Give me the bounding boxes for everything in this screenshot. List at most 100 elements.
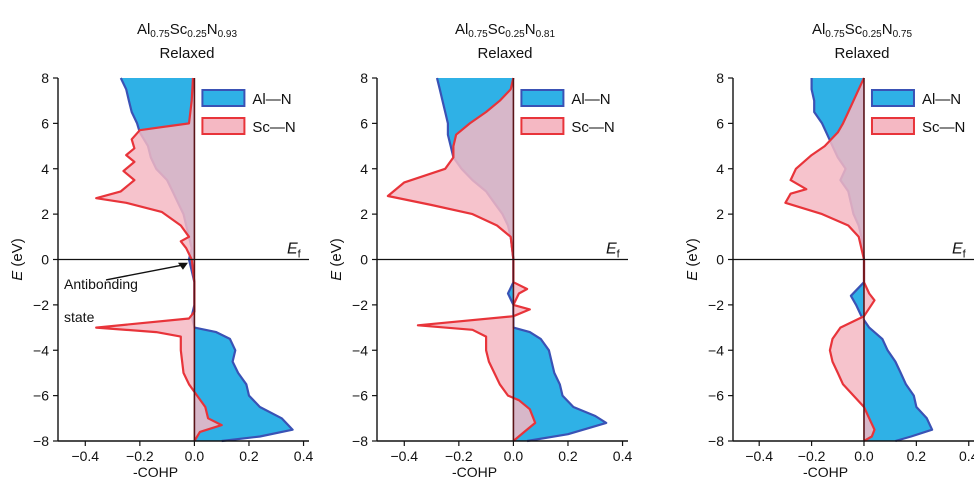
title-subscript: 0.93	[217, 29, 238, 40]
y-tick-label: 4	[716, 161, 724, 177]
y-axis-symbol: E	[328, 270, 345, 281]
y-axis-label: E (eV)	[9, 238, 26, 281]
title-subscript: 0.25	[505, 29, 525, 40]
title-subscript: 0.25	[862, 29, 882, 40]
title-subscript: 0.75	[150, 29, 170, 40]
legend-label: Al—N	[252, 91, 291, 108]
y-tick-label: 4	[41, 161, 49, 177]
y-tick-label: −8	[708, 433, 724, 449]
x-tick-label: 0.4	[613, 448, 633, 464]
legend-label: Sc—N	[922, 119, 965, 136]
y-axis-label: E (eV)	[684, 238, 701, 281]
annotation-arrow-line	[105, 264, 185, 281]
legend-label: Al—N	[571, 91, 610, 108]
title-element: Al	[811, 21, 826, 38]
y-tick-label: −8	[352, 433, 368, 449]
panel-title-1: Al0.75Sc0.25N0.93 Relaxed	[67, 20, 307, 63]
y-tick-label: −4	[708, 342, 724, 358]
legend-label: Sc—N	[571, 119, 614, 136]
fermi-subscript: f	[963, 249, 967, 261]
fermi-symbol: E	[287, 241, 298, 258]
y-tick-label: −4	[352, 342, 368, 358]
title-line2: Relaxed	[159, 45, 215, 62]
x-tick-label: −0.2	[798, 448, 826, 464]
title-element: N	[881, 21, 893, 38]
title-subscript: 0.75	[825, 29, 845, 40]
y-tick-label: 0	[360, 252, 368, 268]
y-axis-unit: (eV)	[684, 238, 701, 271]
y-tick-label: −2	[352, 297, 368, 313]
title-subscript: 0.75	[468, 29, 488, 40]
x-tick-label: 0.0	[504, 448, 524, 464]
y-tick-label: −2	[708, 297, 724, 313]
y-axis-unit: (eV)	[328, 238, 345, 271]
fermi-label: Ef	[606, 241, 621, 261]
title-element: N	[206, 21, 218, 38]
title-element: Sc	[487, 21, 506, 38]
fermi-subscript: f	[298, 249, 302, 261]
y-tick-label: 4	[360, 161, 368, 177]
y-tick-label: 8	[41, 70, 49, 86]
x-tick-label: 0.2	[558, 448, 578, 464]
y-tick-label: 6	[716, 115, 724, 131]
x-tick-label: 0.4	[294, 448, 314, 464]
sc-n-area	[387, 78, 536, 441]
legend-swatch	[201, 117, 246, 135]
fermi-symbol: E	[606, 241, 617, 258]
y-tick-label: 2	[41, 206, 49, 222]
y-axis-symbol: E	[9, 270, 26, 281]
legend-swatch	[870, 89, 915, 107]
y-tick-label: 6	[360, 115, 368, 131]
x-tick-label: −0.4	[745, 448, 773, 464]
x-tick-label: 0.0	[854, 448, 874, 464]
y-axis-unit: (eV)	[9, 238, 26, 271]
x-tick-label: 0.2	[907, 448, 927, 464]
x-axis-label: -COHP	[452, 464, 497, 480]
legend-swatch	[201, 89, 246, 107]
x-tick-label: −0.2	[445, 448, 473, 464]
x-tick-label: 0.4	[959, 448, 974, 464]
y-tick-label: 2	[716, 206, 724, 222]
legend-swatch	[870, 117, 915, 135]
y-tick-label: −6	[352, 388, 368, 404]
x-tick-label: 0.2	[239, 448, 259, 464]
title-line2: Relaxed	[834, 45, 890, 62]
panel-2: −8 −6 −4 −2 0 2 4 6 8 −0.4 −0.2 0.0 0.2 0.4 -COHP E (eV…	[328, 70, 632, 480]
x-tick-label: −0.4	[390, 448, 418, 464]
annotation-text: Antibonding	[64, 276, 138, 292]
legend-label: Sc—N	[252, 119, 295, 136]
x-axis-label: -COHP	[133, 464, 178, 480]
x-tick-label: −0.4	[71, 448, 99, 464]
title-element: Al	[136, 21, 151, 38]
title-element: Sc	[844, 21, 863, 38]
legend-label: Al—N	[922, 91, 961, 108]
panel-1: −8 −6 −4 −2 0 2 4 6 8 −0.4 −0.2 0.0 0.2 0.4 -COHP E (eV…	[9, 70, 313, 480]
x-axis-label: -COHP	[803, 464, 848, 480]
fermi-symbol: E	[952, 241, 963, 258]
annotation-arrow-head	[177, 262, 188, 270]
panel-3: −8 −6 −4 −2 0 2 4 6 8 −0.4 −0.2 0.0 0.2 0.4 -COHP E (eV…	[684, 70, 974, 480]
y-tick-label: −4	[33, 342, 49, 358]
fermi-subscript: f	[617, 249, 621, 261]
sc-n-area	[785, 78, 875, 441]
y-tick-label: −6	[33, 388, 49, 404]
title-subscript: 0.75	[892, 29, 913, 40]
y-tick-label: 8	[360, 70, 368, 86]
title-element: N	[524, 21, 536, 38]
x-tick-label: −0.2	[126, 448, 154, 464]
title-subscript: 0.25	[187, 29, 207, 40]
y-axis-label: E (eV)	[328, 238, 345, 281]
y-tick-label: 0	[716, 252, 724, 268]
al-n-area	[811, 78, 933, 441]
y-tick-label: 2	[360, 206, 368, 222]
y-tick-label: −8	[33, 433, 49, 449]
x-tick-label: 0.0	[185, 448, 205, 464]
title-element: Al	[454, 21, 469, 38]
panel-title-3: Al0.75Sc0.25N0.75 Relaxed	[742, 20, 974, 63]
y-tick-label: 0	[41, 252, 49, 268]
title-element: Sc	[169, 21, 188, 38]
panel-title-2: Al0.75Sc0.25N0.81 Relaxed	[385, 20, 625, 63]
fermi-label: Ef	[952, 241, 967, 261]
